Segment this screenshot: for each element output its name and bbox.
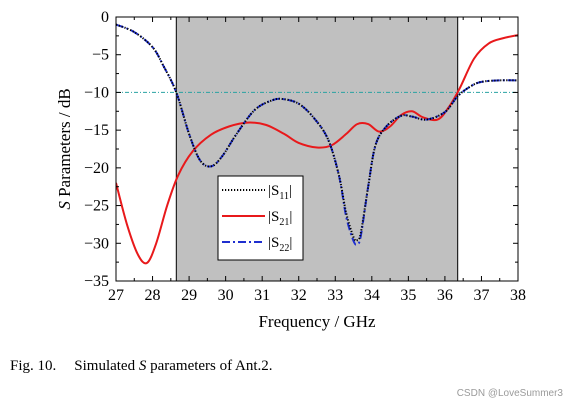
legend-label-subscript: 21 [279,217,289,228]
legend-label-s22: |S22| [268,235,292,254]
y-axis-title-rest: Parameters / dB [55,88,74,201]
figure-caption: Fig. 10. Simulated S parameters of Ant.2. [10,358,273,375]
caption-text-after: parameters of Ant.2. [146,358,273,374]
y-axis-title-italic: S [55,201,74,210]
legend-label-suffix: | [289,209,292,225]
y-axis-title: S Parameters / dB [55,88,74,209]
x-tick-label: 28 [145,287,161,304]
chart: 27 28 29 30 31 32 33 34 35 36 37 38 0 −5 −10 −15 −20 −25 −… [55,9,526,331]
series-line-s21 [116,34,518,265]
x-tick-label: 32 [291,287,307,304]
axes: 27 28 29 30 31 32 33 34 35 36 37 38 0 −5 −10 −15 −20 −25 −… [84,9,526,304]
y-tick-label: −25 [84,198,109,215]
legend-label-prefix: |S [268,209,279,225]
legend-label-prefix: |S [268,235,279,251]
watermark: CSDN @LoveSummer3 [456,388,563,399]
legend-label-prefix: |S [268,183,279,199]
y-tick-label: 0 [101,9,109,26]
x-tick-label: 30 [218,287,234,304]
series-line-s11 [116,23,518,242]
x-tick-label: 37 [473,287,489,304]
y-tick-label: −10 [84,84,109,101]
caption-text-italic: S [138,358,147,374]
x-tick-label: 29 [181,287,197,304]
legend-label-s21: |S21| [268,209,292,228]
y-tick-label: −20 [84,160,109,177]
x-tick-label: 35 [400,287,416,304]
y-tick-label: −35 [84,273,109,290]
y-tick-label: −5 [92,47,109,64]
legend-label-subscript: 11 [279,191,289,202]
legend-label-s11: |S11| [268,183,292,202]
caption-text-before: Simulated [74,358,139,374]
plot-area [116,17,518,281]
y-tick-label: −30 [84,235,109,252]
y-tick-label: −15 [84,122,109,139]
legend-label-suffix: | [289,183,292,199]
caption-figure-number: Fig. 10. [10,358,57,374]
legend-label-subscript: 22 [279,243,289,254]
x-tick-label: 36 [437,287,453,304]
x-tick-label: 31 [254,287,270,304]
legend: |S11||S21||S22| [217,175,304,261]
legend-label-suffix: | [289,235,292,251]
x-tick-label: 34 [364,287,380,304]
x-tick-label: 38 [510,287,526,304]
x-tick-label: 27 [108,287,124,304]
x-tick-label: 33 [327,287,343,304]
x-axis-title: Frequency / GHz [258,312,376,331]
